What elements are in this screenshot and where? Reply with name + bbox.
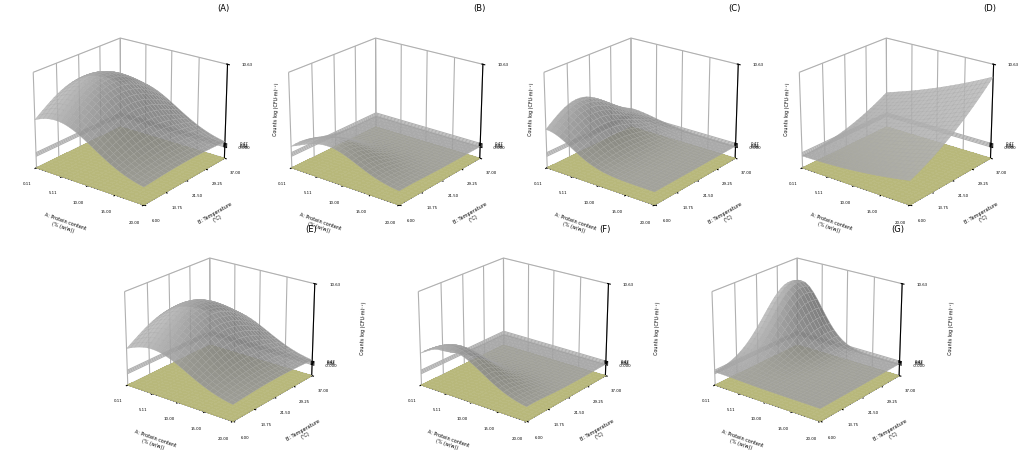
- Text: (C): (C): [728, 4, 741, 13]
- Text: (A): (A): [218, 4, 230, 13]
- Text: (D): (D): [983, 4, 996, 13]
- X-axis label: A: Protein content
(% (w/w)): A: Protein content (% (w/w)): [552, 212, 597, 237]
- Y-axis label: B: Temperature
(°C): B: Temperature (°C): [285, 419, 323, 447]
- Text: (F): (F): [599, 225, 611, 234]
- Y-axis label: B: Temperature
(°C): B: Temperature (°C): [708, 202, 746, 230]
- Y-axis label: B: Temperature
(°C): B: Temperature (°C): [873, 419, 910, 447]
- X-axis label: A: Protein content
(% (w/w)): A: Protein content (% (w/w)): [719, 429, 764, 450]
- Text: (G): (G): [892, 225, 904, 234]
- Text: (B): (B): [473, 4, 485, 13]
- Text: (E): (E): [306, 225, 317, 234]
- Y-axis label: B: Temperature
(°C): B: Temperature (°C): [579, 419, 617, 447]
- X-axis label: A: Protein content
(% (w/w)): A: Protein content (% (w/w)): [132, 429, 177, 450]
- X-axis label: A: Protein content
(% (w/w)): A: Protein content (% (w/w)): [297, 212, 342, 237]
- Y-axis label: B: Temperature
(°C): B: Temperature (°C): [452, 202, 491, 230]
- X-axis label: A: Protein content
(% (w/w)): A: Protein content (% (w/w)): [807, 212, 852, 237]
- X-axis label: A: Protein content
(% (w/w)): A: Protein content (% (w/w)): [426, 429, 471, 450]
- Y-axis label: B: Temperature
(°C): B: Temperature (°C): [197, 202, 235, 230]
- X-axis label: A: Protein content
(% (w/w)): A: Protein content (% (w/w)): [41, 212, 87, 237]
- Y-axis label: B: Temperature
(°C): B: Temperature (°C): [964, 202, 1002, 230]
